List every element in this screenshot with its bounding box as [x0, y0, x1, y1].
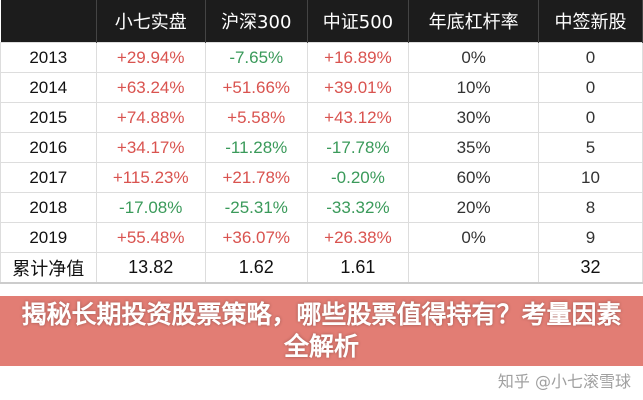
value-cell: -7.65% [204, 42, 308, 73]
value-cell: +74.88% [95, 102, 206, 133]
value-cell: 0% [408, 222, 539, 253]
table-row: 2014 +63.24% +51.66% +39.01% 10% 0 [0, 72, 643, 103]
column-header: 沪深300 [205, 0, 308, 43]
value-cell: 8 [537, 192, 643, 223]
value-cell: 9 [537, 222, 643, 253]
total-cell: 累计净值 [0, 252, 97, 284]
banner-title: 揭秘长期投资股票策略，哪些股票值得持有？考量因素全解析 [21, 300, 622, 361]
table-row: 2013 +29.94% -7.65% +16.89% 0% 0 [0, 42, 643, 73]
total-row: 累计净值 13.82 1.62 1.61 32 [0, 252, 643, 284]
year-cell: 2013 [0, 42, 97, 73]
value-cell: +63.24% [95, 72, 206, 103]
value-cell: -17.78% [306, 132, 410, 163]
value-cell: +55.48% [95, 222, 206, 253]
table-row: 2016 +34.17% -11.28% -17.78% 35% 5 [0, 132, 643, 163]
table-row: 2019 +55.48% +36.07% +26.38% 0% 9 [0, 222, 643, 253]
value-cell: -25.31% [204, 192, 308, 223]
total-cell: 1.61 [306, 252, 410, 284]
total-cell: 1.62 [204, 252, 308, 284]
column-header: 年底杠杆率 [408, 0, 539, 43]
title-banner: 揭秘长期投资股票策略，哪些股票值得持有？考量因素全解析 [0, 296, 643, 366]
value-cell: 10 [537, 162, 643, 193]
year-cell: 2015 [0, 102, 97, 133]
total-cell: 32 [537, 252, 643, 284]
column-header: 中证500 [307, 0, 410, 43]
value-cell: +16.89% [306, 42, 410, 73]
column-header [0, 0, 97, 43]
table-row: 2015 +74.88% +5.58% +43.12% 30% 0 [0, 102, 643, 133]
value-cell: +29.94% [95, 42, 206, 73]
returns-table: 小七实盘 沪深300 中证500 年底杠杆率 中签新股 2013 +29.94% -7.65… [0, 0, 643, 284]
total-cell: 13.82 [95, 252, 206, 284]
column-header: 中签新股 [538, 0, 643, 43]
value-cell: 5 [537, 132, 643, 163]
table-row: 2018 -17.08% -25.31% -33.32% 20% 8 [0, 192, 643, 223]
value-cell: 10% [408, 72, 539, 103]
value-cell: 0% [408, 42, 539, 73]
value-cell: +115.23% [95, 162, 206, 193]
value-cell: -33.32% [306, 192, 410, 223]
value-cell: 0 [537, 102, 643, 133]
watermark: 知乎 @小七滚雪球 [497, 372, 631, 391]
year-cell: 2017 [0, 162, 97, 193]
year-cell: 2019 [0, 222, 97, 253]
year-cell: 2018 [0, 192, 97, 223]
value-cell: +5.58% [204, 102, 308, 133]
value-cell: +51.66% [204, 72, 308, 103]
value-cell: 30% [408, 102, 539, 133]
value-cell: +36.07% [204, 222, 308, 253]
value-cell: +43.12% [306, 102, 410, 133]
year-cell: 2014 [0, 72, 97, 103]
value-cell: +34.17% [95, 132, 206, 163]
table-row: 2017 +115.23% +21.78% -0.20% 60% 10 [0, 162, 643, 193]
value-cell: 60% [408, 162, 539, 193]
value-cell: -17.08% [95, 192, 206, 223]
total-cell [408, 252, 539, 284]
value-cell: 20% [408, 192, 539, 223]
value-cell: +21.78% [204, 162, 308, 193]
value-cell: +39.01% [306, 72, 410, 103]
value-cell: +26.38% [306, 222, 410, 253]
year-cell: 2016 [0, 132, 97, 163]
value-cell: 0 [537, 42, 643, 73]
value-cell: 0 [537, 72, 643, 103]
value-cell: -11.28% [204, 132, 308, 163]
value-cell: -0.20% [306, 162, 410, 193]
column-header: 小七实盘 [96, 0, 206, 43]
header-row: 小七实盘 沪深300 中证500 年底杠杆率 中签新股 [0, 0, 643, 43]
value-cell: 35% [408, 132, 539, 163]
